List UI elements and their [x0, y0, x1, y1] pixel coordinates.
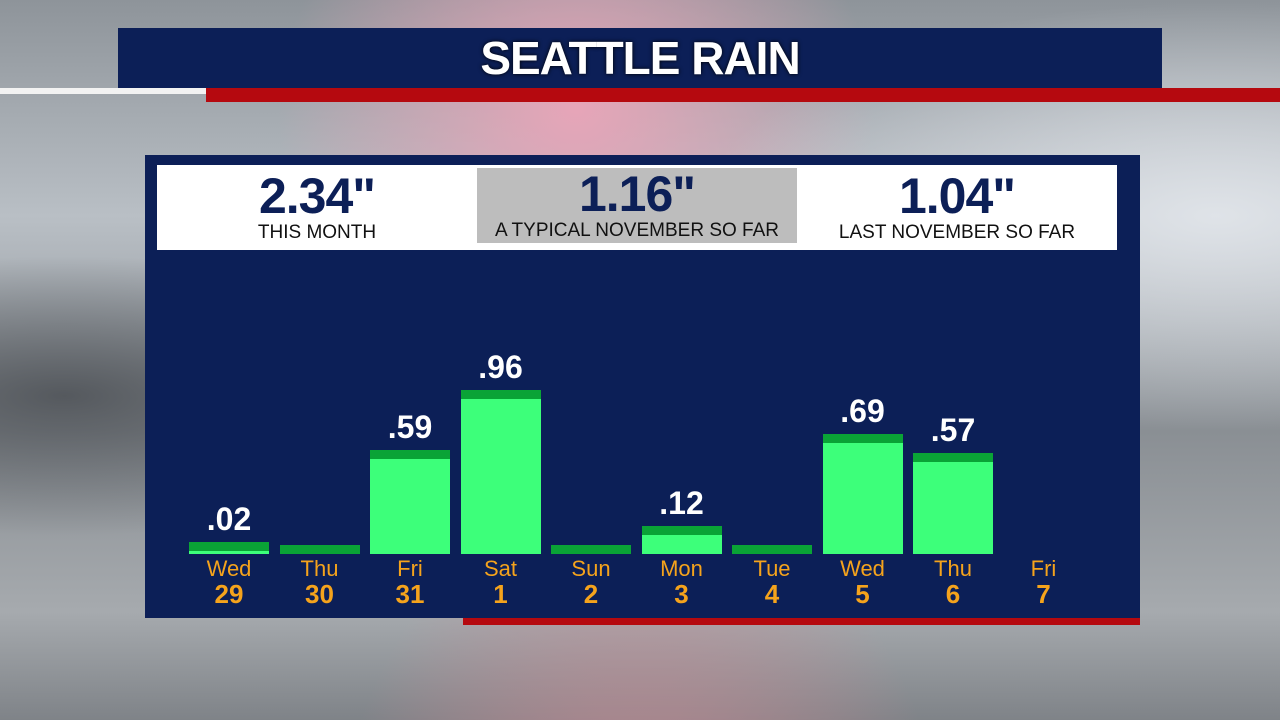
data-label: .96: [478, 349, 523, 386]
stats-box: 2.34" THIS MONTH 1.16" A TYPICAL NOVEMBER …: [157, 165, 1117, 250]
divider-red: [206, 88, 1280, 102]
stat-label: A TYPICAL NOVEMBER SO FAR: [494, 219, 780, 241]
stat-value: 1.16": [578, 165, 696, 222]
bar: [460, 390, 541, 554]
bar: [551, 545, 631, 554]
day-label: Thu: [934, 556, 972, 581]
day-label: Tue: [753, 556, 791, 581]
bar: [732, 545, 812, 554]
date-label: 1: [493, 579, 508, 609]
day-label: Wed: [206, 556, 252, 581]
bar: [641, 525, 722, 554]
date-label: 3: [674, 579, 689, 609]
day-label: Sun: [571, 556, 611, 581]
bar: [913, 453, 993, 554]
day-label: Mon: [660, 556, 703, 581]
data-label: .69: [840, 392, 885, 429]
data-label: .12: [659, 484, 704, 521]
divider-white: [0, 88, 206, 94]
day-label: Fri: [397, 556, 423, 581]
date-label: 4: [764, 579, 780, 609]
bar: [370, 450, 450, 554]
stat-label: LAST NOVEMBER SO FAR: [838, 221, 1076, 243]
chart-panel: 2.34" THIS MONTH 1.16" A TYPICAL NOVEMBER …: [145, 155, 1140, 618]
stat-typical: 1.16" A TYPICAL NOVEMBER SO FAR: [477, 168, 797, 243]
date-label: 30: [305, 579, 334, 609]
date-label: 2: [583, 579, 599, 609]
day-label: Thu: [300, 556, 339, 581]
bar: [189, 541, 269, 554]
bar: [822, 433, 903, 554]
data-label: .59: [387, 409, 433, 445]
date-label: 31: [395, 579, 425, 609]
date-label: 29: [214, 579, 244, 609]
stat-last-year: 1.04" LAST NOVEMBER SO FAR: [797, 165, 1117, 250]
title-bar: SEATTLE RAIN: [118, 28, 1162, 88]
stat-value: 2.34": [258, 167, 376, 224]
date-label: 6: [945, 579, 961, 609]
stat-label: THIS MONTH: [257, 221, 377, 243]
title: SEATTLE RAIN: [480, 32, 800, 84]
stat-this-month: 2.34" THIS MONTH: [157, 165, 477, 250]
data-label: .57: [930, 412, 976, 449]
day-label: Sat: [483, 556, 518, 581]
divider-red-bottom: [463, 618, 1140, 625]
data-label: .02: [206, 500, 252, 537]
bar: [279, 545, 360, 554]
date-label: 7: [1036, 579, 1051, 609]
stat-value: 1.04": [898, 167, 1016, 224]
day-label: Wed: [840, 556, 885, 581]
date-label: 5: [855, 579, 870, 609]
day-label: Fri: [1030, 556, 1057, 581]
